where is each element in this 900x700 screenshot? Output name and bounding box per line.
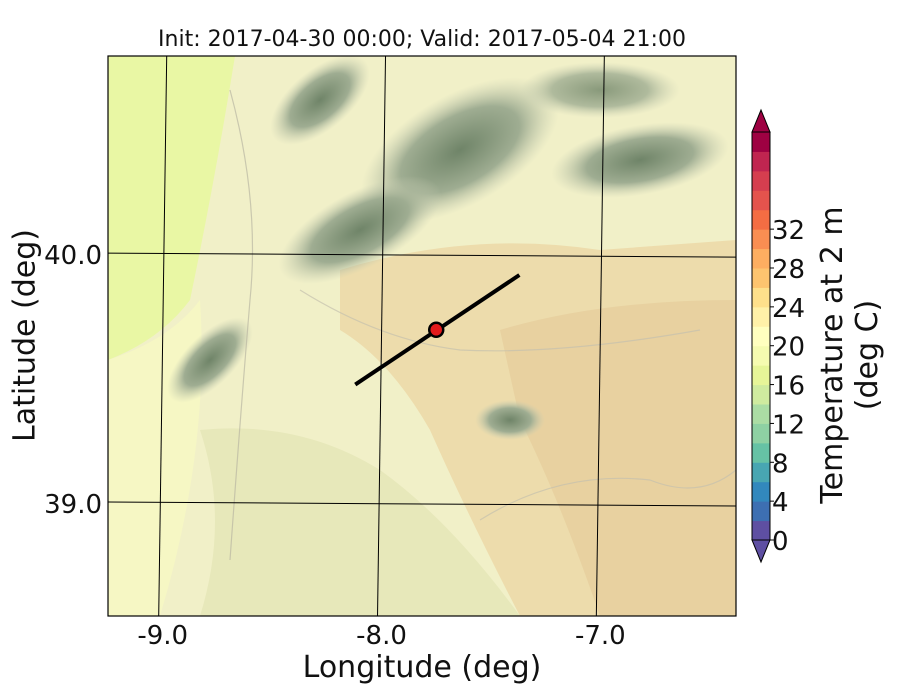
colorbar-segment [752, 481, 770, 502]
colorbar-segment [752, 229, 770, 250]
y-tick-labels: 40.0 39.0 [44, 241, 102, 520]
x-tick-label: -8.0 [356, 621, 407, 651]
colorbar-tick-label: 24 [772, 294, 805, 324]
x-tick-label: -9.0 [137, 621, 188, 651]
colorbar-tick-label: 28 [772, 255, 805, 285]
colorbar-segment [752, 268, 770, 288]
mountain-ridge-east [551, 122, 729, 198]
meridian-line [595, 56, 605, 616]
colorbar-frame [751, 131, 771, 541]
lowlands [200, 428, 520, 616]
map-frame [107, 55, 737, 617]
colorbar-tick-label: 32 [772, 216, 805, 246]
colorbar [751, 108, 771, 564]
colorbar-segment [752, 442, 770, 463]
map-area [108, 56, 736, 616]
colorbar-tick-label: 4 [772, 488, 789, 518]
colorbar-segment [752, 170, 770, 191]
colorbar-segment [752, 345, 770, 366]
colorbar-segment [752, 423, 770, 444]
parallel-line [108, 501, 736, 507]
map-overlay [354, 273, 521, 387]
mountain-ridge-northeast [520, 62, 680, 118]
colorbar-segment [752, 365, 770, 386]
mountain-ridge-west [278, 176, 442, 284]
meridian-line [158, 56, 168, 616]
colorbar-extend-low [751, 539, 771, 564]
mountain-ridge-south [475, 400, 545, 440]
y-axis-label: Latitude (deg) [7, 229, 43, 442]
mountain-ridge-southwest [167, 317, 253, 403]
y-tick-label: 39.0 [44, 490, 102, 520]
colorbar-label: Temperature at 2 m (deg C) [815, 206, 885, 504]
colorbar-segment [752, 248, 770, 269]
colorbar-extend-high [751, 108, 771, 133]
colorbar-segment [752, 462, 770, 483]
map-gridlines [108, 56, 736, 616]
colorbar-tick-label: 16 [772, 372, 805, 402]
meridian-line [377, 56, 387, 616]
colorbar-segment [752, 326, 770, 347]
colorbar-segment [752, 306, 770, 327]
colorbar-segment [752, 132, 770, 152]
colorbar-segment [752, 190, 770, 211]
colorbar-segment [752, 151, 770, 172]
colorbar-segment [752, 384, 770, 405]
coastal-band [108, 56, 235, 360]
x-axis-label: Longitude (deg) [302, 650, 542, 685]
warm-region-east [500, 300, 736, 616]
figure-title: Init: 2017-04-30 00:00; Valid: 2017-05-0… [158, 27, 686, 52]
colorbar-tick-label: 20 [772, 333, 805, 363]
y-tick-label: 40.0 [44, 241, 102, 271]
colorbar-segment [752, 209, 770, 230]
colorbar-segment [752, 404, 770, 424]
colorbar-tick-label: 8 [772, 449, 789, 479]
colorbar-tick-labels: 0 4 8 12 16 20 24 28 32 [770, 216, 805, 557]
colorbar-segment [752, 501, 770, 522]
colorbar-tick-label: 0 [772, 527, 789, 557]
parallel-line [108, 252, 736, 258]
colorbar-tick-label: 12 [772, 410, 805, 440]
colorbar-segment [752, 520, 770, 541]
colorbar-segment [752, 287, 770, 308]
x-tick-label: -7.0 [575, 621, 626, 651]
mountain-ridge-north [270, 56, 370, 145]
x-tick-labels: -9.0 -8.0 -7.0 [137, 621, 625, 651]
location-marker [427, 321, 445, 339]
